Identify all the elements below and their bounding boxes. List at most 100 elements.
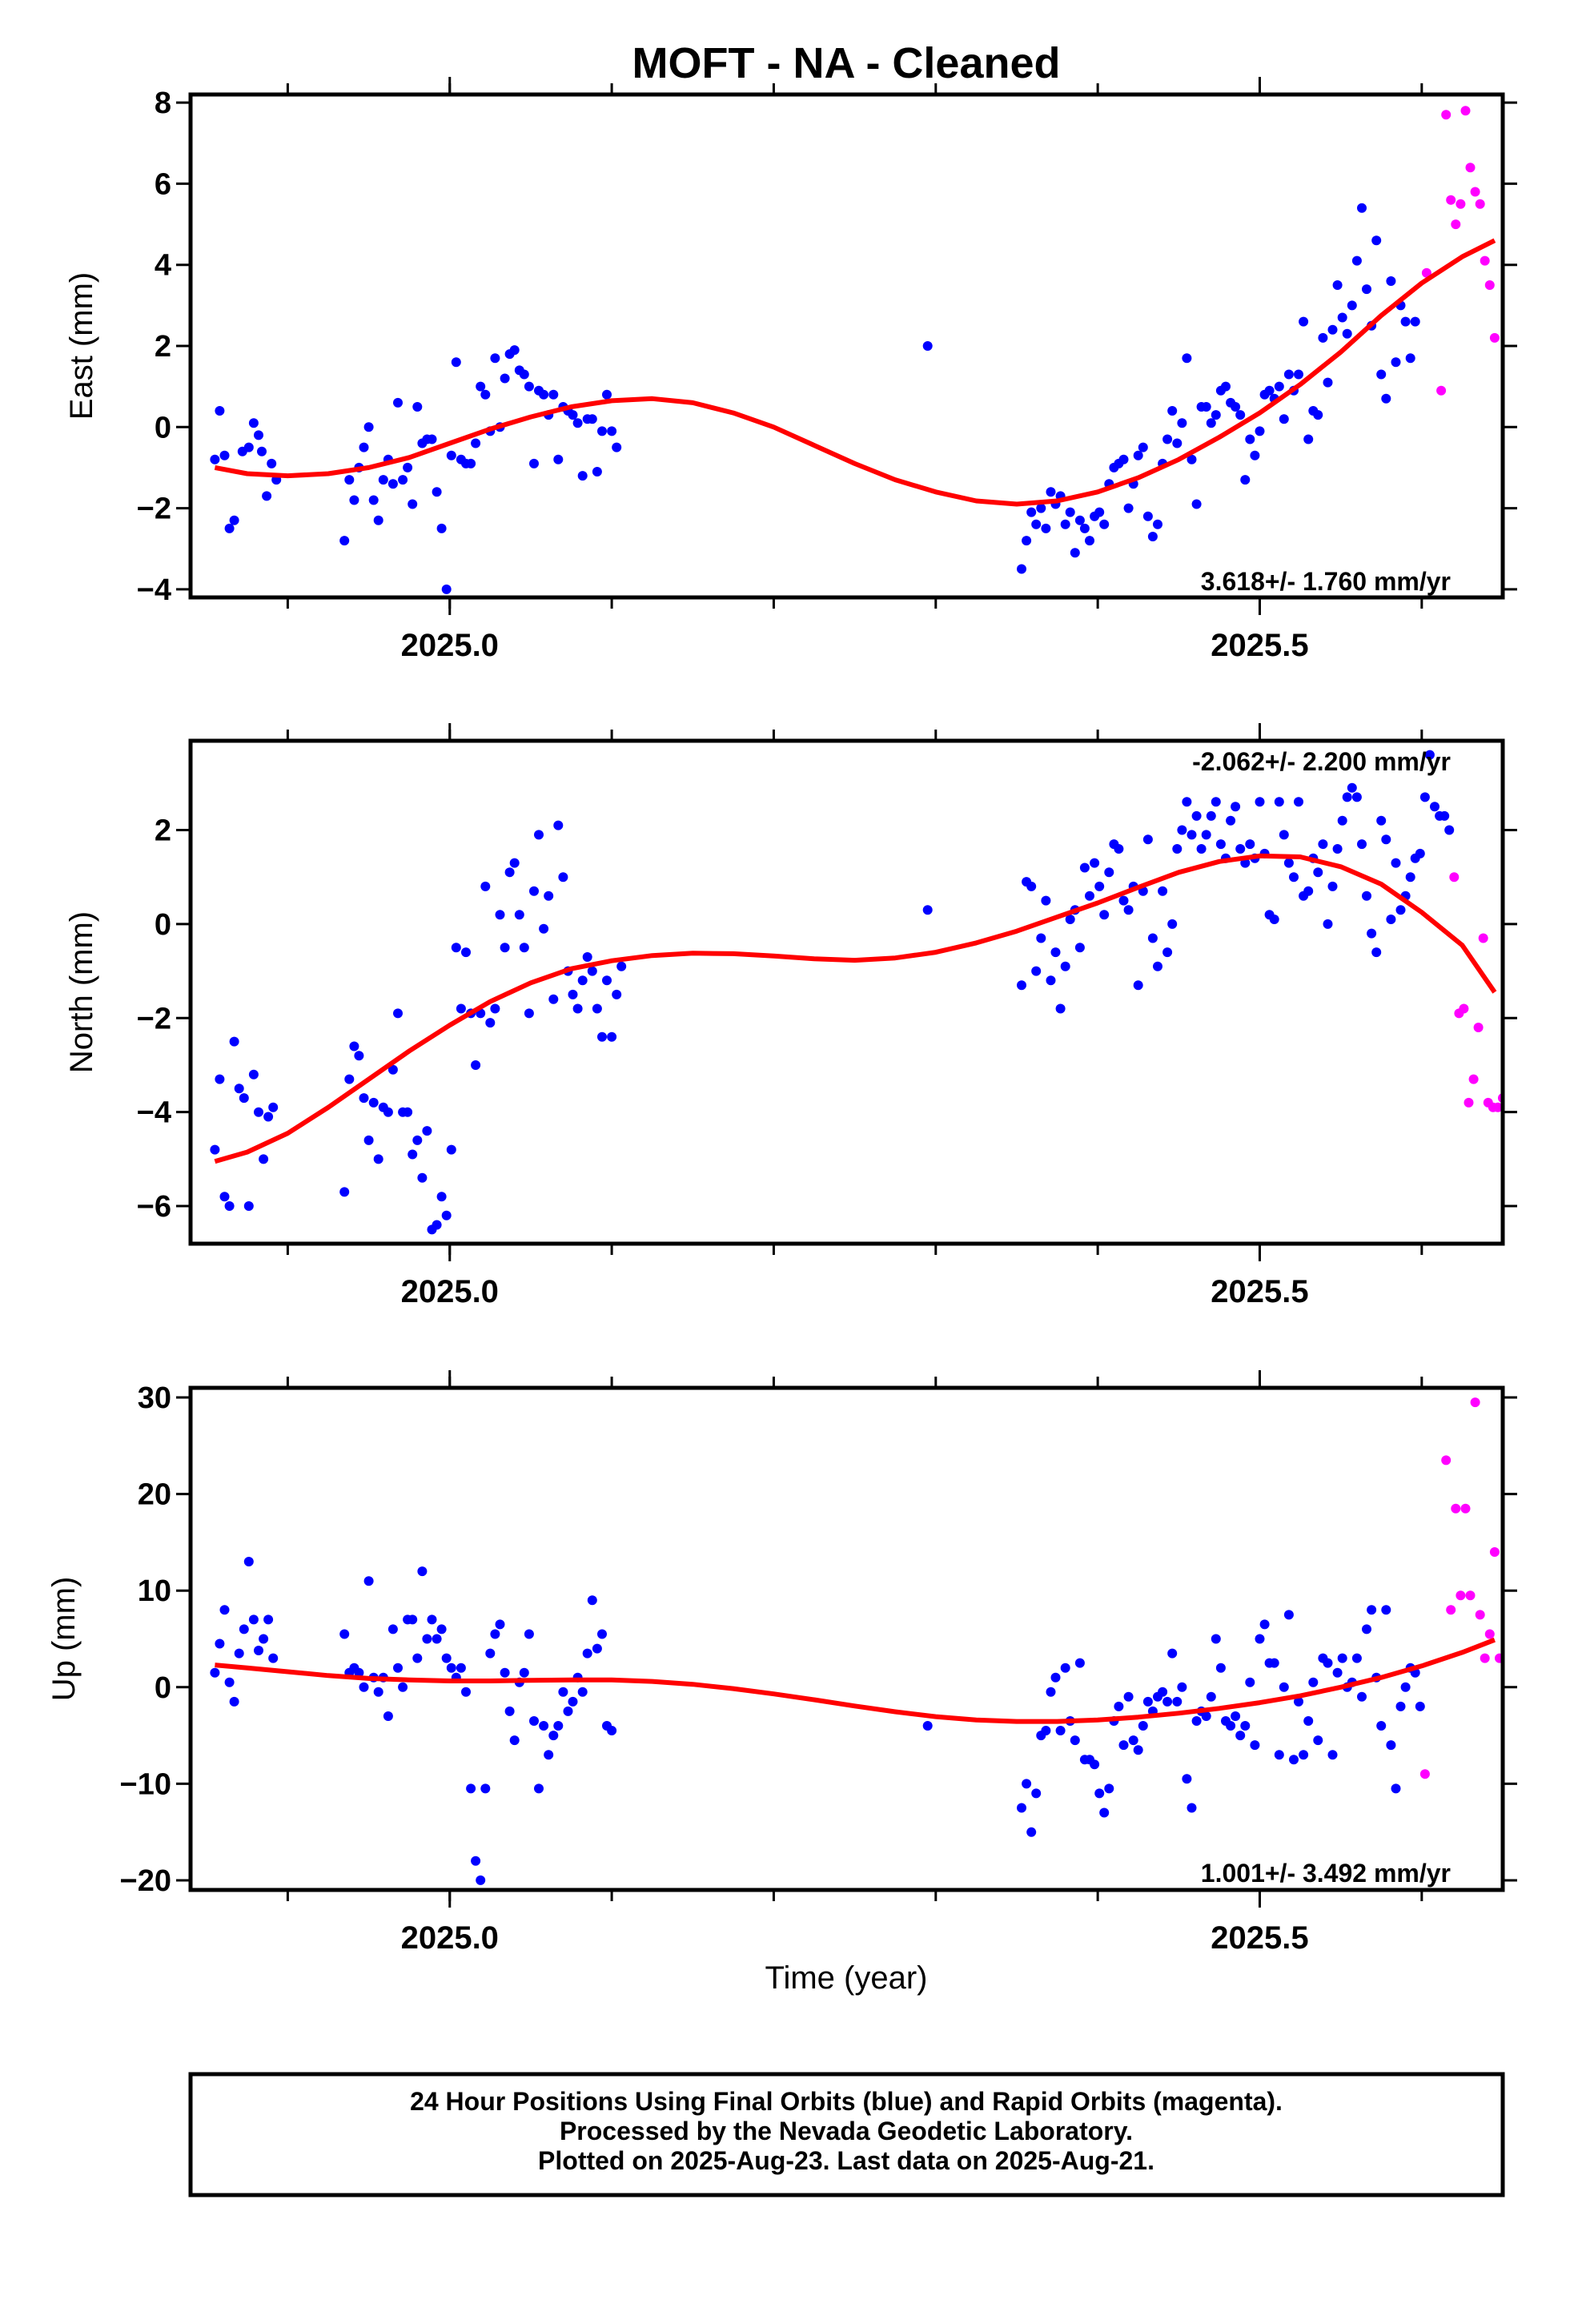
- final-point: [568, 410, 578, 420]
- final-point: [239, 1093, 249, 1104]
- x-tick-label: 2025.5: [1211, 1920, 1308, 1956]
- final-point: [544, 891, 554, 901]
- final-point: [1299, 1750, 1309, 1760]
- final-point: [1250, 1740, 1260, 1751]
- final-point: [219, 1605, 230, 1615]
- final-point: [243, 1557, 254, 1566]
- final-point: [582, 1648, 592, 1659]
- final-point: [268, 1653, 279, 1663]
- final-point: [1332, 844, 1343, 854]
- rapid-point: [1492, 1102, 1503, 1112]
- y-tick-label: −20: [120, 1864, 171, 1898]
- final-point: [922, 1721, 933, 1731]
- panel-frame: [188, 738, 1505, 1246]
- rapid-point: [1456, 199, 1466, 209]
- final-point: [1070, 548, 1080, 558]
- final-point: [1177, 825, 1187, 835]
- final-point: [436, 1624, 447, 1634]
- final-point: [597, 1629, 607, 1639]
- final-point: [1381, 1605, 1391, 1615]
- final-point: [1046, 975, 1056, 986]
- final-point: [215, 1638, 225, 1649]
- final-point: [224, 1201, 235, 1211]
- final-point: [1313, 410, 1323, 420]
- rapid-point: [1451, 219, 1461, 230]
- rapid-point: [1465, 1590, 1476, 1601]
- final-point: [1367, 928, 1377, 939]
- final-point: [363, 1135, 374, 1145]
- final-point: [254, 430, 263, 440]
- final-point: [1167, 919, 1178, 929]
- final-point: [1269, 1658, 1279, 1668]
- final-point: [1133, 980, 1143, 991]
- final-point: [1250, 450, 1260, 460]
- final-point: [436, 1192, 447, 1202]
- final-point: [1351, 1653, 1362, 1663]
- final-point: [243, 442, 254, 452]
- final-point: [539, 1721, 549, 1731]
- final-point: [587, 1595, 597, 1606]
- final-point: [1245, 434, 1255, 444]
- final-point: [456, 1003, 466, 1014]
- final-point: [922, 905, 933, 915]
- rapid-point: [1470, 1397, 1480, 1408]
- final-point: [509, 345, 520, 356]
- final-point: [257, 446, 267, 456]
- final-point: [1055, 1003, 1066, 1014]
- x-tick-label: 2025.5: [1211, 1274, 1308, 1309]
- final-point: [1201, 1711, 1211, 1721]
- y-tick-label: 0: [155, 1671, 171, 1705]
- final-point: [359, 1093, 369, 1104]
- final-point: [368, 1097, 379, 1108]
- final-point: [529, 886, 539, 896]
- final-point: [1327, 881, 1338, 891]
- final-point: [1386, 276, 1396, 286]
- final-point: [1031, 1788, 1042, 1799]
- y-axis-label: East (mm): [64, 272, 99, 420]
- rapid-point: [1478, 933, 1488, 943]
- final-point: [383, 1711, 393, 1721]
- final-point: [1337, 1653, 1347, 1663]
- final-point: [1050, 1672, 1061, 1683]
- final-point: [1167, 406, 1178, 416]
- final-point: [393, 397, 403, 408]
- final-point: [234, 1648, 244, 1659]
- final-point: [922, 341, 933, 351]
- final-point: [1381, 834, 1391, 845]
- final-point: [1074, 1658, 1085, 1668]
- final-point: [393, 1663, 403, 1673]
- final-point: [607, 1031, 617, 1042]
- final-point: [210, 1144, 220, 1155]
- final-point: [466, 1783, 476, 1794]
- rapid-point: [1441, 110, 1452, 120]
- final-point: [568, 1696, 578, 1707]
- final-point: [1279, 830, 1289, 840]
- final-point: [1211, 410, 1221, 420]
- footer-frame: [188, 2072, 1505, 2197]
- final-point: [534, 1783, 544, 1794]
- final-point: [1318, 332, 1328, 343]
- final-point: [1162, 947, 1173, 958]
- final-point: [1104, 1783, 1114, 1794]
- final-point: [339, 1187, 350, 1197]
- data-layer: [210, 1397, 1503, 1885]
- panel-2: −20 −10 0 10 20 30 2025.0 2025.5 Up (mm) 1.001+/-…: [46, 1370, 1517, 1956]
- rapid-point: [1480, 255, 1490, 266]
- final-point: [607, 1726, 617, 1735]
- final-point: [1313, 867, 1323, 878]
- final-point: [1235, 844, 1246, 854]
- final-point: [529, 458, 539, 468]
- y-axis-label: North (mm): [64, 911, 99, 1073]
- final-point: [480, 389, 491, 400]
- final-point: [485, 1018, 496, 1028]
- final-point: [490, 1003, 500, 1014]
- rapid-point: [1441, 1455, 1452, 1466]
- final-point: [446, 450, 456, 460]
- y-tick-label: 0: [155, 908, 171, 942]
- final-point: [1055, 1726, 1066, 1735]
- final-point: [1289, 872, 1299, 883]
- final-point: [529, 1716, 539, 1726]
- final-point: [1026, 881, 1037, 891]
- final-point: [553, 454, 564, 464]
